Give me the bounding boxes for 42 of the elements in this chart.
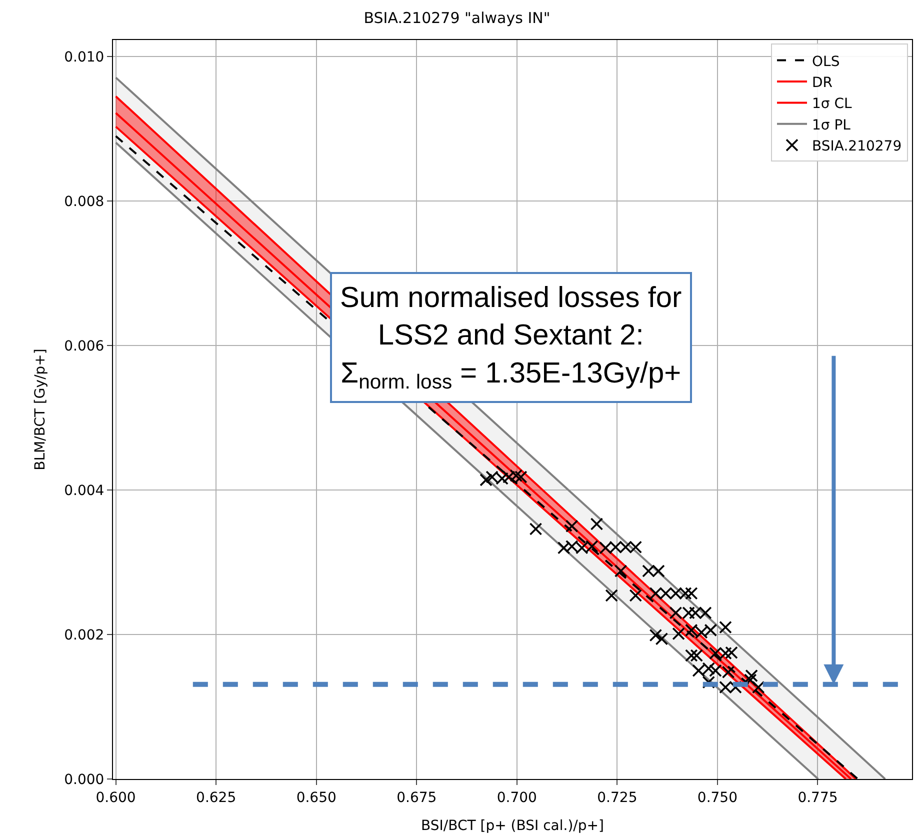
y-tick-label: 0.010 — [64, 50, 104, 66]
point — [745, 669, 758, 682]
y-axis-title: BLM/BCT [Gy/p+] — [32, 348, 49, 470]
legend-label: 1σ CL — [812, 96, 852, 112]
point — [649, 628, 662, 642]
point — [565, 520, 578, 533]
point — [752, 680, 765, 694]
point — [684, 649, 698, 662]
chart-title: BSIA.210279 "always IN" — [364, 9, 550, 28]
legend-label: BSIA.210279 — [812, 138, 902, 155]
legend-label: OLS — [812, 54, 840, 70]
x-tick-label: 0.650 — [296, 790, 336, 806]
y-tick-label: 0.002 — [64, 627, 104, 644]
point — [605, 589, 618, 602]
legend-label: 1σ PL — [812, 117, 851, 134]
point — [480, 474, 492, 486]
point — [655, 632, 668, 646]
point — [725, 646, 738, 659]
annotation: Sum normalised losses for LSS2 and Sextant 2: Σ$_{norm. loss}$ = 1.35E-13Gy/p+ — [340, 282, 682, 394]
y-tick-label: 0.008 — [64, 194, 104, 210]
y-tick-label: 0.006 — [64, 338, 104, 354]
point — [744, 674, 757, 686]
point — [672, 627, 685, 640]
y-tick-label: 0.000 — [64, 772, 104, 788]
x-tick-label: 0.700 — [496, 790, 537, 806]
point — [629, 589, 642, 602]
point — [719, 620, 732, 634]
point — [529, 522, 542, 536]
y-tick-label: 0.004 — [64, 482, 104, 499]
point — [690, 649, 704, 662]
point — [510, 469, 523, 482]
point — [590, 518, 604, 530]
x-tick-label: 0.625 — [196, 790, 236, 806]
x-tick-label: 0.750 — [697, 790, 738, 806]
point — [684, 586, 698, 600]
x-tick-label: 0.775 — [798, 790, 838, 806]
x-axis-title: BSI/BCT [p+ (BSI cal.)/p+] — [421, 818, 604, 834]
x-tick-label: 0.725 — [597, 790, 638, 806]
legend-label: DR — [812, 74, 833, 91]
point — [614, 564, 628, 578]
x-tick-label: 0.600 — [96, 790, 136, 806]
x-tick-label: 0.675 — [396, 790, 437, 806]
